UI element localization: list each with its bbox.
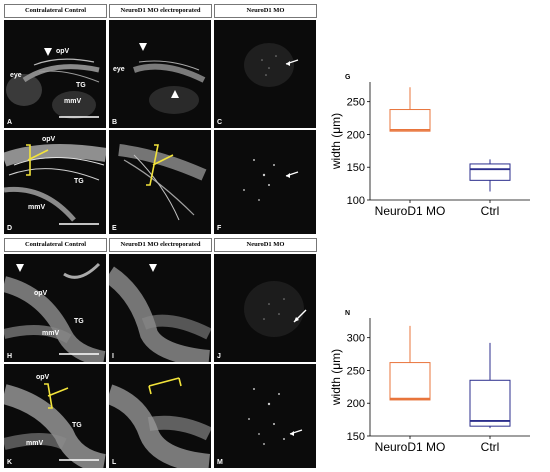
annotation-tg: TG	[74, 318, 84, 325]
box-plot-g-svg: 100 150 200 250 width (μm) NeuroD1 MO Ctrl	[329, 82, 530, 218]
header-electroporated-bottom: NeuroD1 MO electroporated	[109, 238, 212, 252]
box-plot-n-svg: 150 200 250 300 width (μm) NeuroD1 MO Ctrl	[329, 318, 530, 454]
micrograph-texture	[109, 264, 211, 362]
y-tick-label: 200	[347, 129, 365, 141]
x-tick-label: Ctrl	[481, 204, 500, 218]
panel-label: H	[7, 353, 13, 360]
annotation-tg: TG	[72, 422, 82, 429]
chart-label: G	[345, 74, 351, 81]
panel-label: M	[217, 459, 223, 466]
panel-label: L	[112, 459, 117, 466]
y-axis-label: width (μm)	[329, 349, 343, 406]
annotation-eye: eye	[113, 66, 125, 73]
micrograph-panel-a: opV eye TG mmV A	[4, 20, 106, 128]
micrograph-texture	[118, 144, 207, 221]
x-tick-label: NeuroD1 MO	[375, 440, 446, 454]
micrograph-panel-l: L	[109, 364, 211, 468]
panel-label: F	[217, 225, 222, 232]
annotation-opv: opV	[42, 136, 56, 143]
annotation-opv: opV	[34, 290, 48, 297]
panel-label: J	[217, 353, 221, 360]
header-contralateral-control-top: Contralateral Control	[4, 4, 107, 18]
micrograph-panel-k: opV TG mmV K	[4, 364, 106, 468]
panel-label: C	[217, 119, 223, 126]
micrograph-texture	[133, 43, 206, 114]
annotation-eye: eye	[10, 72, 22, 79]
annotation-tg: TG	[76, 82, 86, 89]
micrograph-texture	[248, 388, 303, 445]
micrograph-panel-i: I	[109, 254, 211, 362]
y-tick-label: 150	[347, 431, 365, 443]
annotation-mmv: mmV	[26, 440, 44, 447]
annotation-mmv: mmV	[42, 330, 60, 337]
header-mo-bottom: NeuroD1 MO	[214, 238, 317, 252]
header-mo-top: NeuroD1 MO	[214, 4, 317, 18]
x-tick-label: Ctrl	[481, 440, 500, 454]
panel-label: I	[112, 353, 114, 360]
micrograph-panel-d: opV TG mmV D	[4, 130, 106, 234]
panel-label: B	[112, 119, 118, 126]
y-tick-label: 250	[347, 97, 365, 109]
micrograph-panel-h: opV TG mmV H	[4, 254, 106, 362]
micrograph-panel-j: J	[214, 254, 316, 362]
y-axis-label: width (μm)	[329, 113, 343, 170]
annotation-opv: opV	[56, 48, 70, 55]
box	[389, 109, 431, 132]
micrograph-texture	[244, 43, 299, 87]
chart-label: N	[345, 310, 351, 317]
micrograph-texture	[4, 383, 106, 468]
micrograph-panel-b: eye B	[109, 20, 211, 128]
micrograph-panel-c: C	[214, 20, 316, 128]
box-plot-n: 150 200 250 300 width (μm) NeuroD1 MO Ctrl N	[329, 306, 535, 466]
micrograph-panel-f: F	[214, 130, 316, 234]
y-tick-label: 250	[347, 365, 365, 377]
box	[469, 379, 511, 427]
box-plot-g: 100 150 200 250 width (μm) NeuroD1 MO Ctrl G	[329, 70, 535, 230]
annotation-mmv: mmV	[64, 98, 82, 105]
y-tick-label: 150	[347, 162, 365, 174]
box	[469, 163, 511, 181]
y-tick-label: 200	[347, 398, 365, 410]
x-tick-label: NeuroD1 MO	[375, 204, 446, 218]
micrograph-texture	[4, 144, 106, 225]
box	[389, 362, 431, 401]
panel-label: A	[7, 119, 13, 126]
micrograph-panel-e: E	[109, 130, 211, 234]
panel-label: K	[7, 459, 13, 466]
header-electroporated-top: NeuroD1 MO electroporated	[109, 4, 212, 18]
micrograph-panel-m: M	[214, 364, 316, 468]
micrograph-texture	[243, 159, 299, 201]
annotation-tg: TG	[74, 178, 84, 185]
y-tick-label: 300	[347, 333, 365, 345]
panel-label: D	[7, 225, 13, 232]
annotation-opv: opV	[36, 374, 50, 381]
micrograph-texture	[6, 48, 100, 119]
annotation-mmv: mmV	[28, 204, 46, 211]
panel-label: E	[112, 225, 117, 232]
y-tick-label: 100	[347, 195, 365, 207]
micrograph-texture	[4, 262, 106, 362]
micrograph-texture	[244, 281, 307, 337]
micrograph-texture	[109, 377, 211, 468]
header-contralateral-control-bottom: Contralateral Control	[4, 238, 107, 252]
